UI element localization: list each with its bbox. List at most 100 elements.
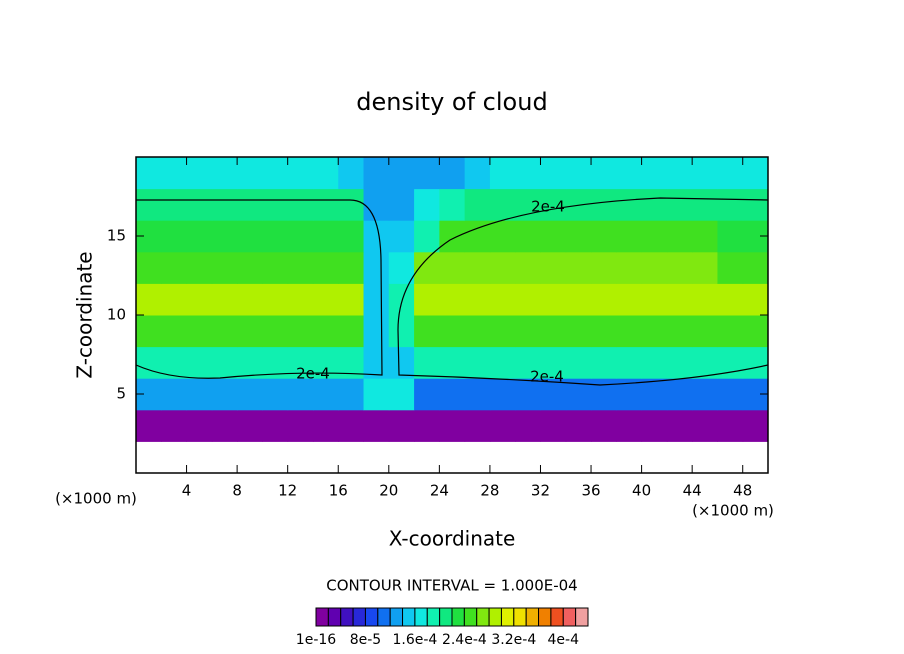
field-cell [439, 251, 466, 284]
field-cell [363, 188, 390, 221]
field-cell [717, 315, 744, 348]
field-cell [591, 283, 617, 316]
field-cell [338, 251, 365, 284]
field-cell [414, 409, 440, 442]
colorbar-box [463, 607, 478, 627]
field-cell [287, 409, 314, 442]
field-cell [388, 346, 415, 379]
field-cell [591, 251, 617, 284]
field-cell [388, 157, 415, 190]
field-cell [186, 220, 213, 253]
field-cell [338, 378, 365, 411]
field-cell [515, 315, 541, 348]
field-cell [287, 315, 314, 348]
field-cell [515, 251, 541, 284]
field-cell [692, 188, 718, 221]
colorbar-box [414, 607, 428, 627]
field-cell [565, 409, 592, 442]
x-tick-label: 4 [182, 482, 192, 500]
x-tick-label: 24 [430, 482, 449, 500]
field-cell [717, 220, 744, 253]
field-cell [641, 157, 668, 190]
field-cell [464, 251, 491, 284]
field-cell [641, 378, 668, 411]
field-cell [515, 283, 541, 316]
field-cell [388, 251, 415, 284]
field-cell [237, 378, 263, 411]
y-tick-label: 10 [107, 306, 126, 324]
field-cell [262, 157, 289, 190]
field-cell [186, 283, 213, 316]
field-cell [338, 409, 365, 442]
field-cell [439, 188, 466, 221]
field-cell [211, 251, 238, 284]
field-cell [161, 283, 188, 316]
field-cell [211, 378, 238, 411]
colorbar-label: 1.6e-4 [392, 632, 437, 648]
field-cell [692, 220, 718, 253]
field-cell [262, 251, 289, 284]
field-cell [312, 283, 339, 316]
field-cell [363, 409, 390, 442]
field-cell [591, 346, 617, 379]
field-cell [136, 188, 162, 221]
field-cell [641, 251, 668, 284]
x-tick-label: 36 [581, 482, 600, 500]
field-cell [211, 188, 238, 221]
field-cell [540, 188, 567, 221]
colorbar-box [451, 607, 465, 627]
field-cell [692, 283, 718, 316]
field-cell [439, 378, 466, 411]
field-cell [211, 220, 238, 253]
field-cell [287, 220, 314, 253]
field-cell [591, 157, 617, 190]
field-cell [692, 346, 718, 379]
field-cell [591, 378, 617, 411]
field-cell [717, 157, 744, 190]
field-cell [692, 157, 718, 190]
x-axis-label: X-coordinate [389, 527, 516, 551]
contour-field [136, 157, 769, 442]
field-cell [565, 283, 592, 316]
field-cell [262, 188, 289, 221]
field-cell [742, 409, 769, 442]
field-cell [717, 378, 744, 411]
field-cell [565, 157, 592, 190]
field-cell [161, 378, 188, 411]
field-cell [489, 220, 516, 253]
colorbar-box [550, 607, 564, 627]
field-cell [136, 251, 162, 284]
colorbar-box [364, 607, 379, 627]
field-cell [591, 409, 617, 442]
field-cell [312, 378, 339, 411]
colorbar-box [575, 607, 589, 627]
field-cell [161, 188, 188, 221]
field-cell [565, 251, 592, 284]
field-cell [287, 188, 314, 221]
x-tick-label: 40 [632, 482, 651, 500]
chart-title: density of cloud [356, 88, 547, 116]
field-cell [641, 283, 668, 316]
field-cell [540, 315, 567, 348]
field-cell [338, 283, 365, 316]
field-cell [666, 283, 693, 316]
field-cell [641, 220, 668, 253]
field-cell [666, 378, 693, 411]
field-cell [237, 409, 263, 442]
field-cell [742, 346, 769, 379]
field-cell [464, 378, 491, 411]
field-cell [161, 409, 188, 442]
field-cell [237, 251, 263, 284]
field-cell [515, 346, 541, 379]
field-cell [186, 251, 213, 284]
colorbar-box [476, 607, 490, 627]
field-cell [439, 409, 466, 442]
field-cell [161, 251, 188, 284]
field-cell [186, 378, 213, 411]
contour-label: 2e-4 [531, 198, 565, 216]
field-cell [338, 157, 365, 190]
x-tick-label: 12 [278, 482, 297, 500]
field-cell [237, 220, 263, 253]
field-cell [161, 220, 188, 253]
field-cell [439, 346, 466, 379]
